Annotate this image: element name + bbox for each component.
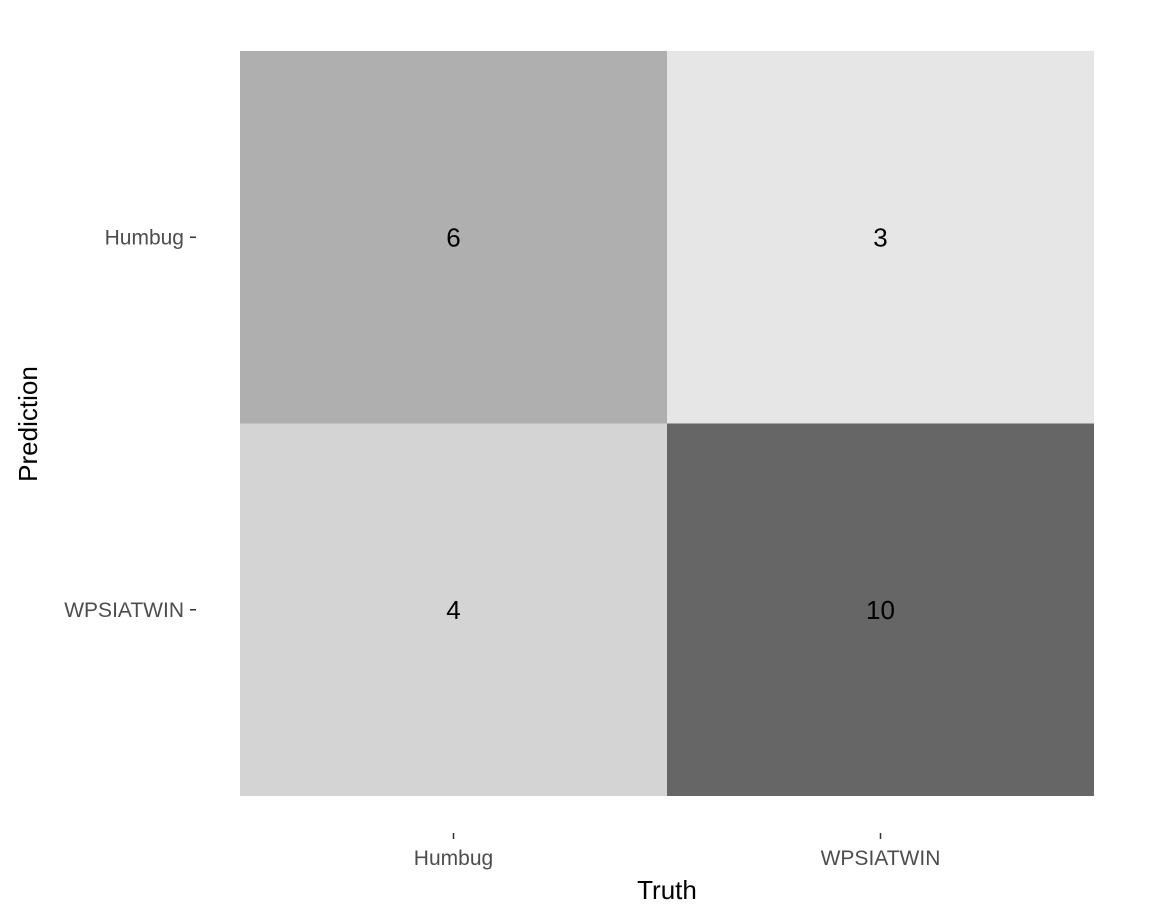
heatmap-cells bbox=[240, 51, 1094, 796]
x-axis-title: Truth bbox=[637, 875, 697, 905]
y-axis: Humbug WPSIATWIN bbox=[64, 226, 196, 622]
cell-value-label: 6 bbox=[446, 222, 460, 252]
heatmap-cell bbox=[240, 51, 667, 424]
cell-value-label: 4 bbox=[446, 595, 460, 625]
heatmap-cell bbox=[240, 423, 667, 796]
heatmap-cell bbox=[667, 51, 1094, 424]
cell-value-label: 3 bbox=[873, 222, 887, 252]
x-tick-label: Humbug bbox=[414, 847, 493, 870]
x-axis: Humbug WPSIATWIN bbox=[414, 833, 941, 870]
cell-value-labels: 6 3 4 10 bbox=[446, 222, 895, 625]
cell-value-label: 10 bbox=[866, 595, 895, 625]
x-tick-label: WPSIATWIN bbox=[821, 847, 941, 870]
y-tick-label: Humbug bbox=[105, 226, 184, 249]
heatmap-cell bbox=[667, 423, 1094, 796]
y-tick-label: WPSIATWIN bbox=[64, 599, 184, 622]
y-axis-title: Prediction bbox=[13, 366, 43, 482]
